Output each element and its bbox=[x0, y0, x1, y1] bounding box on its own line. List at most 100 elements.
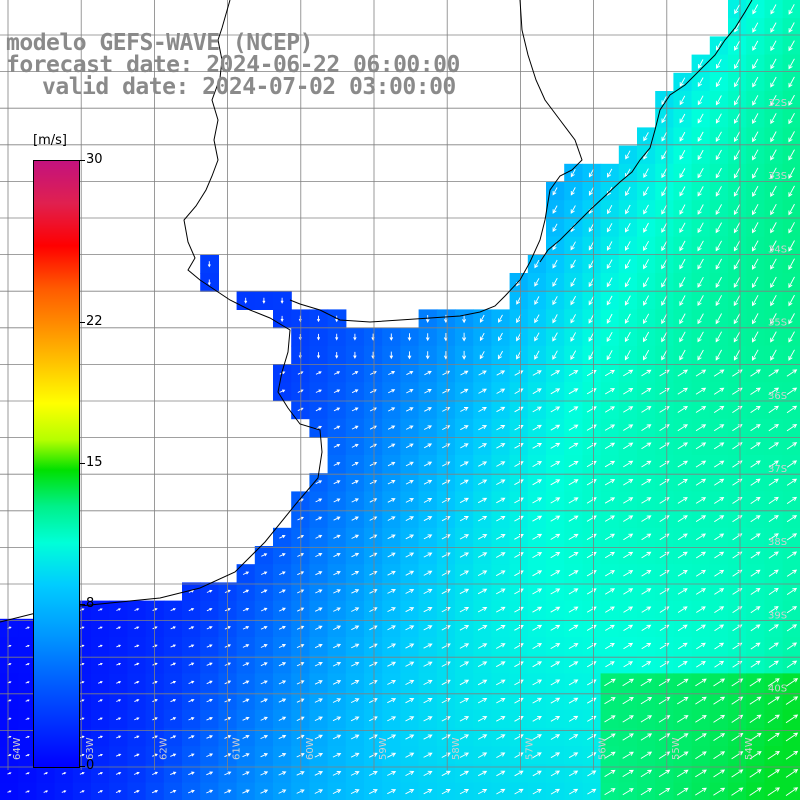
wind-arrow bbox=[25, 735, 30, 739]
wind-arrow bbox=[550, 588, 561, 595]
wind-arrow bbox=[750, 569, 761, 577]
wind-arrow bbox=[387, 716, 397, 722]
wind-arrow bbox=[297, 553, 305, 557]
wind-arrow bbox=[79, 608, 85, 611]
wind-arrow bbox=[604, 769, 616, 777]
wind-arrow bbox=[677, 405, 688, 413]
wind-arrow bbox=[752, 349, 759, 361]
wind-arrow bbox=[387, 661, 397, 667]
wind-arrow bbox=[750, 460, 761, 468]
wind-arrow bbox=[641, 497, 652, 504]
wind-arrow bbox=[733, 258, 741, 270]
wind-arrow bbox=[333, 571, 341, 576]
wind-arrow bbox=[115, 790, 122, 794]
wind-arrow bbox=[314, 771, 324, 776]
wind-arrow bbox=[733, 349, 741, 361]
wind-arrow bbox=[423, 588, 433, 594]
wind-arrow bbox=[715, 295, 722, 307]
wind-arrow bbox=[788, 149, 795, 161]
wind-arrow bbox=[641, 387, 652, 395]
wind-arrow bbox=[767, 787, 780, 796]
wind-arrow bbox=[405, 770, 415, 776]
wind-arrow bbox=[496, 425, 506, 431]
wind-arrow bbox=[260, 589, 268, 594]
wind-arrow bbox=[606, 331, 613, 343]
wind-arrow bbox=[768, 369, 780, 377]
wind-arrow bbox=[604, 406, 615, 413]
wind-arrow bbox=[677, 369, 688, 377]
wind-arrow bbox=[98, 717, 103, 721]
wind-arrow bbox=[770, 113, 777, 125]
wind-arrow bbox=[641, 479, 652, 486]
wind-arrow bbox=[206, 735, 213, 739]
wind-arrow bbox=[350, 716, 360, 722]
wind-arrow bbox=[659, 460, 670, 468]
wind-arrow bbox=[278, 680, 287, 685]
wind-arrow bbox=[496, 697, 506, 704]
wind-arrow bbox=[407, 333, 412, 342]
wind-arrow bbox=[788, 185, 795, 198]
wind-arrow bbox=[749, 732, 762, 742]
wind-arrow bbox=[280, 297, 284, 304]
wind-arrow bbox=[552, 332, 558, 342]
wind-arrow bbox=[296, 771, 305, 776]
wind-arrow bbox=[514, 770, 524, 777]
wind-arrow bbox=[405, 443, 414, 449]
wind-arrow bbox=[260, 644, 268, 648]
wind-arrow bbox=[568, 788, 579, 795]
wind-arrow bbox=[788, 203, 795, 216]
wind-arrow bbox=[297, 607, 305, 612]
wind-arrow bbox=[640, 733, 653, 741]
wind-arrow bbox=[752, 76, 759, 88]
wind-arrow bbox=[462, 314, 467, 324]
wind-arrow bbox=[676, 678, 689, 687]
wind-arrow bbox=[750, 387, 761, 395]
wind-arrow bbox=[550, 570, 561, 577]
wind-arrow bbox=[640, 697, 653, 705]
wind-arrow bbox=[643, 349, 650, 361]
wind-arrow bbox=[333, 534, 341, 539]
wind-arrow bbox=[550, 716, 561, 722]
wind-arrow bbox=[496, 443, 506, 449]
wind-arrow bbox=[532, 570, 543, 577]
wind-arrow bbox=[696, 642, 706, 650]
wind-arrow bbox=[750, 442, 761, 450]
wind-arrow bbox=[661, 258, 668, 270]
wind-arrow bbox=[279, 589, 286, 594]
wind-arrow bbox=[641, 442, 652, 450]
wind-arrow bbox=[423, 552, 433, 558]
axis-labels: 32S 33S 34S 35S 36S 37S 38S 39S 40S 64W 63W 62W 61W 6… bbox=[12, 98, 787, 760]
wind-arrow bbox=[278, 625, 286, 630]
wind-arrow bbox=[605, 624, 615, 631]
wind-arrow bbox=[351, 498, 359, 503]
wind-arrow bbox=[315, 534, 323, 539]
wind-arrow bbox=[625, 222, 631, 233]
wind-arrow bbox=[278, 607, 286, 612]
wind-arrow bbox=[676, 787, 689, 796]
wind-arrow bbox=[752, 313, 759, 325]
wind-arrow bbox=[550, 406, 561, 413]
wind-arrow bbox=[550, 788, 561, 795]
wind-arrow bbox=[713, 733, 726, 741]
wind-arrow bbox=[695, 569, 706, 577]
wind-arrow bbox=[224, 789, 232, 794]
wind-arrow bbox=[477, 515, 488, 522]
wind-arrow bbox=[332, 771, 342, 776]
wind-arrow bbox=[315, 480, 323, 485]
wind-arrow bbox=[697, 204, 704, 215]
wind-arrow bbox=[768, 551, 779, 559]
wind-arrow bbox=[296, 698, 305, 703]
wind-arrow bbox=[188, 771, 195, 776]
wind-arrow bbox=[405, 661, 415, 667]
wind-arrow bbox=[622, 769, 634, 777]
wind-arrow bbox=[550, 624, 561, 631]
wind-arrow bbox=[332, 698, 342, 703]
wind-arrow bbox=[368, 789, 378, 795]
wind-arrow bbox=[552, 187, 558, 196]
wind-arrow bbox=[532, 443, 543, 449]
wind-arrow bbox=[697, 95, 704, 106]
wind-arrow bbox=[604, 388, 615, 395]
wind-arrow bbox=[752, 276, 759, 289]
wind-arrow bbox=[405, 698, 415, 704]
wind-arrow bbox=[188, 680, 195, 685]
